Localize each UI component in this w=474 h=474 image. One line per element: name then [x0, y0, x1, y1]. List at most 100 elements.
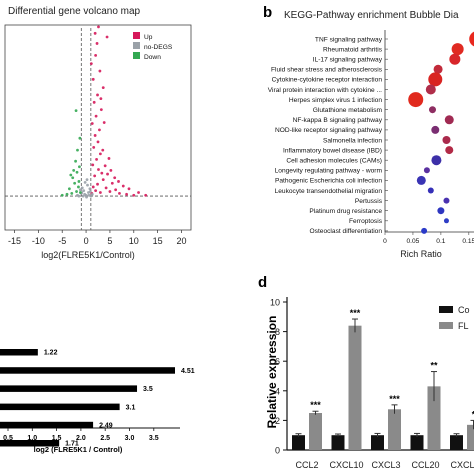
fold-change-bar-label: 3.5 [143, 386, 153, 393]
expression-category-label: CXCL10 [329, 460, 363, 470]
volcano-point [110, 181, 114, 185]
volcano-point [108, 190, 112, 193]
volcano-point [90, 122, 94, 125]
volcano-point [77, 180, 81, 183]
kegg-x-tick-label: 0.1 [436, 238, 445, 245]
kegg-bubble [421, 227, 428, 234]
volcano-point [104, 186, 108, 190]
kegg-bubble [445, 146, 454, 155]
kegg-pathway-label: Leukocyte transendothelial migration [275, 188, 383, 195]
volcano-x-label: log2(FLRE5K1/Control) [41, 250, 135, 260]
kegg-pathway-label: Cell adhesion molecules (CAMs) [286, 158, 382, 165]
volcano-point [78, 136, 82, 140]
volcano-point [81, 194, 85, 198]
volcano-point [137, 191, 140, 194]
panel-b-letter: b [263, 4, 272, 21]
expression-bar [371, 435, 384, 450]
expression-category-label: CXCL3 [450, 460, 474, 470]
kegg-pathway-label: NOD-like receptor signaling pathway [275, 127, 383, 134]
kegg-pathway-label: Platinum drug resistance [309, 208, 382, 215]
volcano-legend-label: no-DEGS [144, 44, 173, 51]
volcano-point [118, 192, 121, 195]
expression-bar [410, 435, 424, 450]
volcano-point [102, 121, 106, 124]
kegg-pathway-label: Ferroptosis [349, 218, 383, 225]
expression-y-tick-label: 8 [275, 327, 280, 337]
volcano-point [117, 180, 120, 183]
volcano-point [76, 148, 79, 152]
volcano-point [100, 171, 104, 175]
kegg-bubble [443, 218, 449, 224]
kegg-pathway-label: Pertussis [355, 198, 383, 205]
volcano-point [71, 176, 75, 180]
kegg-pathway-label: Viral protein interaction with cytokine … [268, 87, 382, 94]
volcano-x-tick-label: -5 [58, 236, 66, 246]
expression-categories: CCL2 CXCL10 CXCL3 CCL20 CXCL3 [295, 460, 474, 470]
kegg-pathway-label: Pathogenic Escherichia coli infection [275, 178, 382, 185]
kegg-panel: b KEGG-Pathway enrichment Bubble Dia TNF… [263, 4, 474, 259]
fold-change-x-tick-label: 1.0 [27, 435, 37, 442]
kegg-pathway-labels: TNF signaling pathway Rheumatoid arthriti… [268, 36, 388, 235]
volcano-x-tick-label: -10 [32, 236, 45, 246]
volcano-point [89, 62, 93, 66]
expression-y-tick-label: 0 [275, 446, 280, 456]
volcano-point [95, 42, 99, 45]
volcano-point [60, 193, 64, 197]
kegg-bubble [427, 187, 434, 194]
kegg-x-ticks: 0 0.05 0.1 0.15 [383, 232, 474, 245]
expression-y-tick-label: 6 [275, 357, 280, 367]
kegg-bubbles [408, 31, 474, 234]
volcano-point [91, 185, 95, 189]
volcano-point [106, 172, 109, 176]
fold-change-bar [0, 385, 138, 392]
volcano-point [67, 187, 71, 191]
volcano-x-tick-label: 15 [153, 236, 163, 246]
volcano-point [105, 35, 109, 39]
volcano-legend-swatch [133, 32, 140, 39]
kegg-pathway-label: IL-17 signaling pathway [313, 57, 383, 64]
volcano-point [91, 163, 95, 167]
volcano-panel: Differential gene volcano map -15 -10 -5 0 5… [4, 6, 192, 260]
volcano-frame [4, 24, 192, 231]
volcano-point [96, 182, 99, 186]
volcano-point [98, 128, 101, 132]
kegg-pathway-label: Rheumatoid arthritis [323, 46, 383, 53]
volcano-point [91, 77, 95, 81]
volcano-point [83, 180, 87, 184]
volcano-point [75, 190, 78, 193]
kegg-x-label: Rich Ratio [400, 249, 442, 259]
volcano-point [74, 109, 78, 112]
kegg-pathway-label: Herpes simplex virus 1 infection [289, 97, 382, 104]
volcano-point [93, 134, 97, 137]
volcano-point [132, 193, 136, 197]
fold-change-bar-label: 1.71 [65, 441, 79, 448]
volcano-x-tick-label: 10 [129, 236, 139, 246]
expression-bar [331, 435, 345, 450]
expression-y-ticks: 0 2 4 6 8 10 [270, 298, 287, 456]
volcano-point [69, 173, 73, 177]
fold-change-x-tick-label: 2.0 [76, 435, 86, 442]
volcano-point [109, 169, 113, 172]
volcano-legend-swatch [133, 42, 140, 49]
expression-category-label: CCL20 [411, 460, 439, 470]
volcano-point [96, 140, 100, 144]
volcano-point [85, 195, 88, 199]
volcano-legend-label: Down [144, 54, 161, 61]
volcano-point [95, 157, 98, 161]
fold-change-bar-label: 3.1 [126, 404, 136, 411]
kegg-bubble [425, 84, 436, 95]
volcano-point [85, 178, 89, 182]
volcano-point [94, 114, 98, 118]
kegg-bubble [428, 72, 443, 87]
kegg-pathway-label: Osteoclast differentiation [310, 228, 383, 235]
volcano-x-tick-label: -15 [8, 236, 21, 246]
volcano-point [93, 31, 97, 35]
fold-change-bar [0, 349, 38, 356]
expression-legend-label: Co [458, 305, 470, 315]
fold-change-bar [0, 440, 60, 447]
volcano-legend-swatch [133, 52, 140, 59]
kegg-pathway-label: Salmonella infection [323, 137, 382, 144]
volcano-point [92, 100, 96, 104]
significance-marker: *** [350, 308, 361, 318]
